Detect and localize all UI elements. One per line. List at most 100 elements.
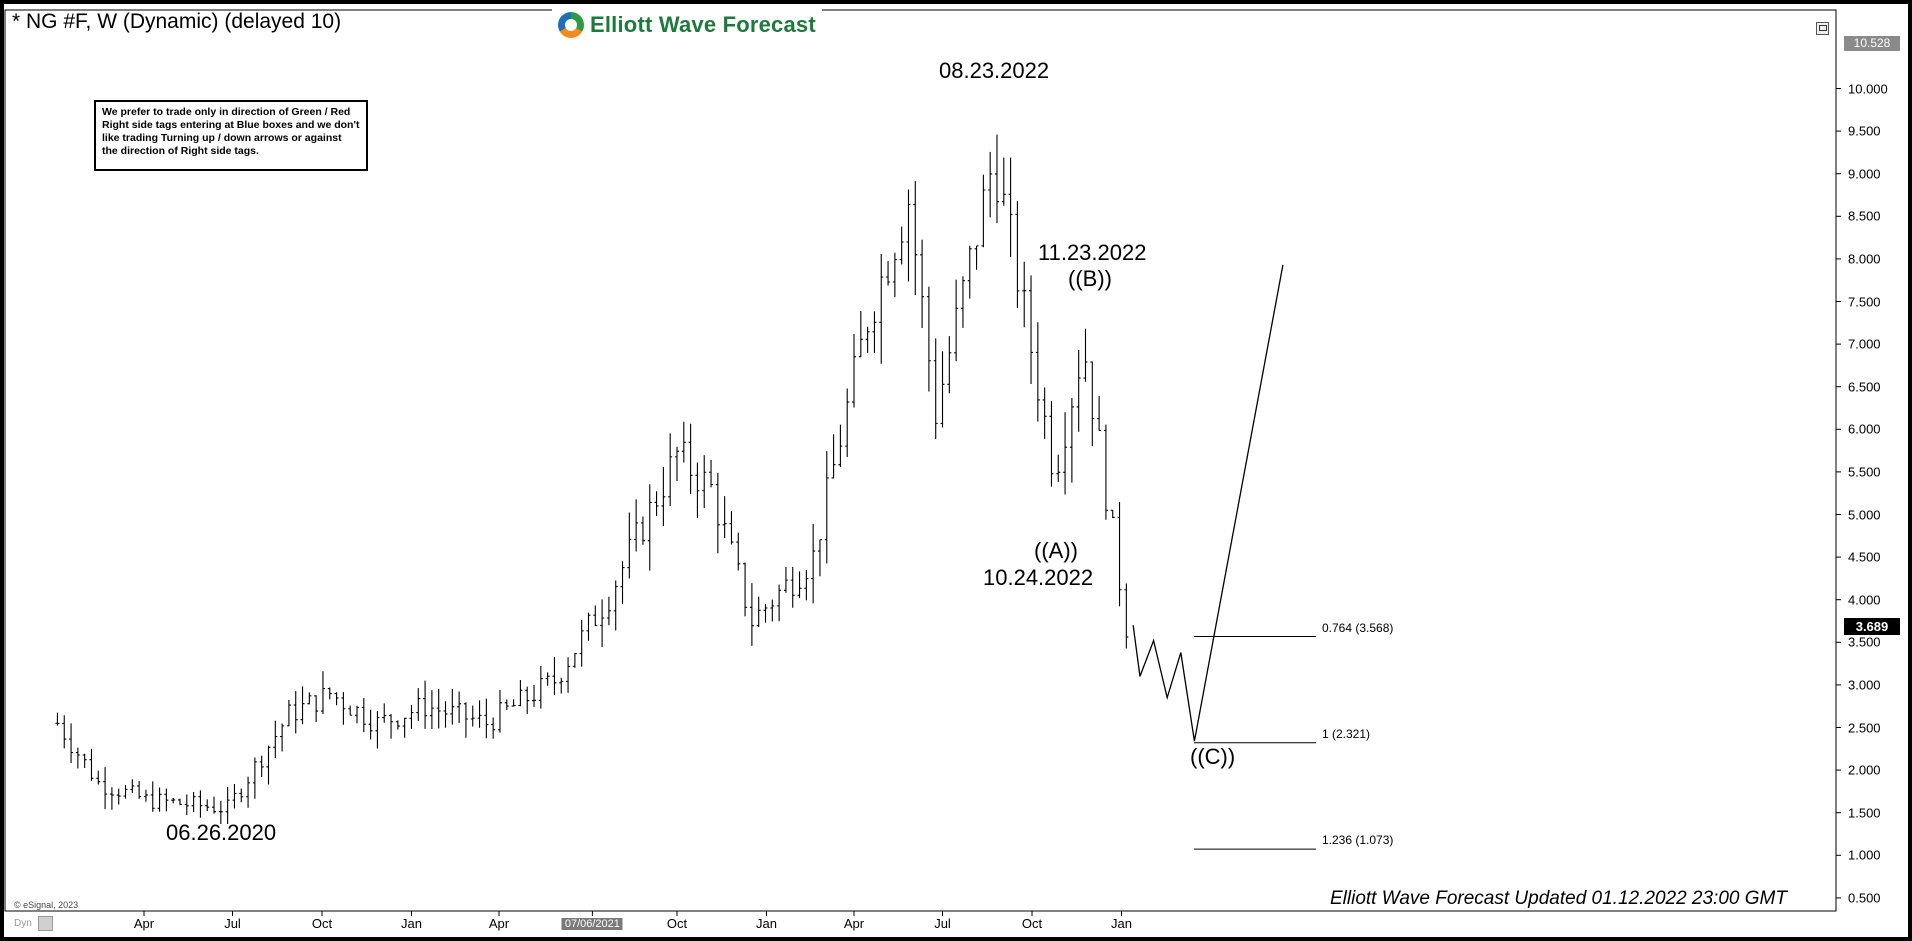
ohlc-bar xyxy=(123,785,128,799)
y-tick-label: 7.500 xyxy=(1848,294,1881,309)
y-tick-label: 4.000 xyxy=(1848,592,1881,608)
wave-a-date-label: 10.24.2022 xyxy=(983,565,1094,590)
ohlc-bar xyxy=(661,466,666,526)
ohlc-bar xyxy=(695,462,700,518)
ohlc-bar xyxy=(69,723,74,764)
ohlc-bar xyxy=(1035,322,1040,422)
ohlc-bar xyxy=(511,699,516,707)
ohlc-bar xyxy=(756,596,761,628)
y-tick-label: 10.000 xyxy=(1848,81,1888,96)
ohlc-bar xyxy=(674,446,679,481)
x-tick-label: Jan xyxy=(1110,916,1132,931)
ohlc-bar xyxy=(164,788,169,812)
ohlc-bar xyxy=(872,311,877,354)
brand-name: Elliott Wave Forecast xyxy=(590,12,816,37)
ohlc-bar xyxy=(879,253,884,364)
ohlc-bar xyxy=(395,720,400,730)
x-tick-label: 07/06/2021 xyxy=(561,918,623,930)
ohlc-bar xyxy=(743,562,748,617)
ohlc-bar xyxy=(334,692,339,706)
ohlc-bar xyxy=(1063,412,1068,495)
ohlc-bar xyxy=(355,705,360,724)
ohlc-bar xyxy=(171,798,176,804)
ohlc-bar xyxy=(1029,275,1034,385)
ohlc-bar xyxy=(82,753,87,769)
note-line: Right side tags entering at Blue boxes a… xyxy=(102,119,360,131)
ohlc-bar xyxy=(96,770,101,785)
ohlc-bar xyxy=(191,792,196,813)
ohlc-bar xyxy=(327,687,332,700)
y-tick-label: 3.500 xyxy=(1848,634,1881,650)
ohlc-bar xyxy=(668,433,673,506)
ohlc-bar xyxy=(947,336,952,394)
ohlc-bar xyxy=(273,720,278,759)
ohlc-bar xyxy=(892,252,897,298)
ohlc-bar xyxy=(307,692,312,705)
y-tick-label: 4.500 xyxy=(1848,549,1881,565)
ohlc-bar xyxy=(423,680,428,729)
ohlc-bar xyxy=(225,786,230,825)
ohlc-bar xyxy=(729,511,734,545)
ohlc-bar xyxy=(634,499,639,552)
trading-note: We prefer to trade only in direction of … xyxy=(94,100,368,171)
y-tick-label: 2.000 xyxy=(1848,762,1881,778)
ohlc-bar xyxy=(865,326,870,353)
ohlc-bar xyxy=(518,679,523,707)
projection-path xyxy=(1132,264,1284,742)
ohlc-bar xyxy=(858,311,863,358)
ohlc-bar xyxy=(150,781,155,812)
dyn-label: Dyn xyxy=(14,918,32,929)
ohlc-bar xyxy=(736,532,741,571)
ohlc-bar xyxy=(143,789,148,802)
ohlc-bar xyxy=(831,434,836,479)
ohlc-bar xyxy=(838,424,843,467)
ohlc-bar xyxy=(116,788,121,805)
ohlc-bar xyxy=(532,685,537,707)
ohlc-bar xyxy=(606,596,611,626)
ohlc-bar xyxy=(988,151,993,218)
ohlc-bars xyxy=(55,134,1129,825)
ohlc-bar xyxy=(470,705,475,727)
ohlc-bar xyxy=(504,699,509,711)
ohlc-bar xyxy=(212,796,217,814)
ohlc-bar xyxy=(954,279,959,362)
chart-frame: * NG #F, W (Dynamic) (delayed 10) Elliot… xyxy=(4,4,1908,937)
ohlc-bar xyxy=(1008,157,1013,258)
ohlc-bar xyxy=(341,692,346,725)
ohlc-bar xyxy=(293,691,298,734)
y-tick-label: 9.500 xyxy=(1848,123,1881,139)
ohlc-bar xyxy=(1015,201,1020,308)
ohlc-bar xyxy=(477,700,482,728)
ohlc-bar xyxy=(409,705,414,729)
ohlc-bar xyxy=(960,276,965,328)
x-tick-label: Jan xyxy=(400,916,422,931)
ohlc-bar xyxy=(715,472,720,554)
ohlc-bar xyxy=(538,665,543,709)
ohlc-bar xyxy=(933,338,938,440)
y-tick-label: 2.500 xyxy=(1848,720,1881,735)
ohlc-bar xyxy=(205,799,210,811)
wave-a-label: ((A)) xyxy=(1034,538,1078,563)
ohlc-bar xyxy=(1083,328,1088,382)
ohlc-bar xyxy=(62,715,67,749)
ohlc-bar xyxy=(1090,361,1095,447)
x-tick-label: Apr xyxy=(133,916,155,931)
footer-updated: Elliott Wave Forecast Updated 01.12.2022… xyxy=(1330,888,1787,909)
ohlc-bar xyxy=(280,723,285,752)
ohlc-bar xyxy=(246,776,251,808)
current-price-box: 3.689 xyxy=(1844,618,1900,635)
ohlc-bar xyxy=(545,672,550,686)
y-tick-label: 8.000 xyxy=(1848,251,1881,267)
ohlc-bar xyxy=(940,351,945,428)
price-chart xyxy=(4,9,1841,916)
ohlc-bar xyxy=(913,181,918,296)
ohlc-bar xyxy=(797,571,802,599)
dyn-toggle-icon[interactable] xyxy=(38,916,53,931)
window-restore-icon[interactable] xyxy=(1816,22,1829,35)
x-tick-label: Jul xyxy=(224,916,241,931)
ohlc-bar xyxy=(368,709,373,740)
ohlc-bar xyxy=(137,781,142,799)
ohlc-bar xyxy=(974,245,979,270)
ohlc-bar xyxy=(783,567,788,593)
ohlc-bar xyxy=(790,566,795,608)
